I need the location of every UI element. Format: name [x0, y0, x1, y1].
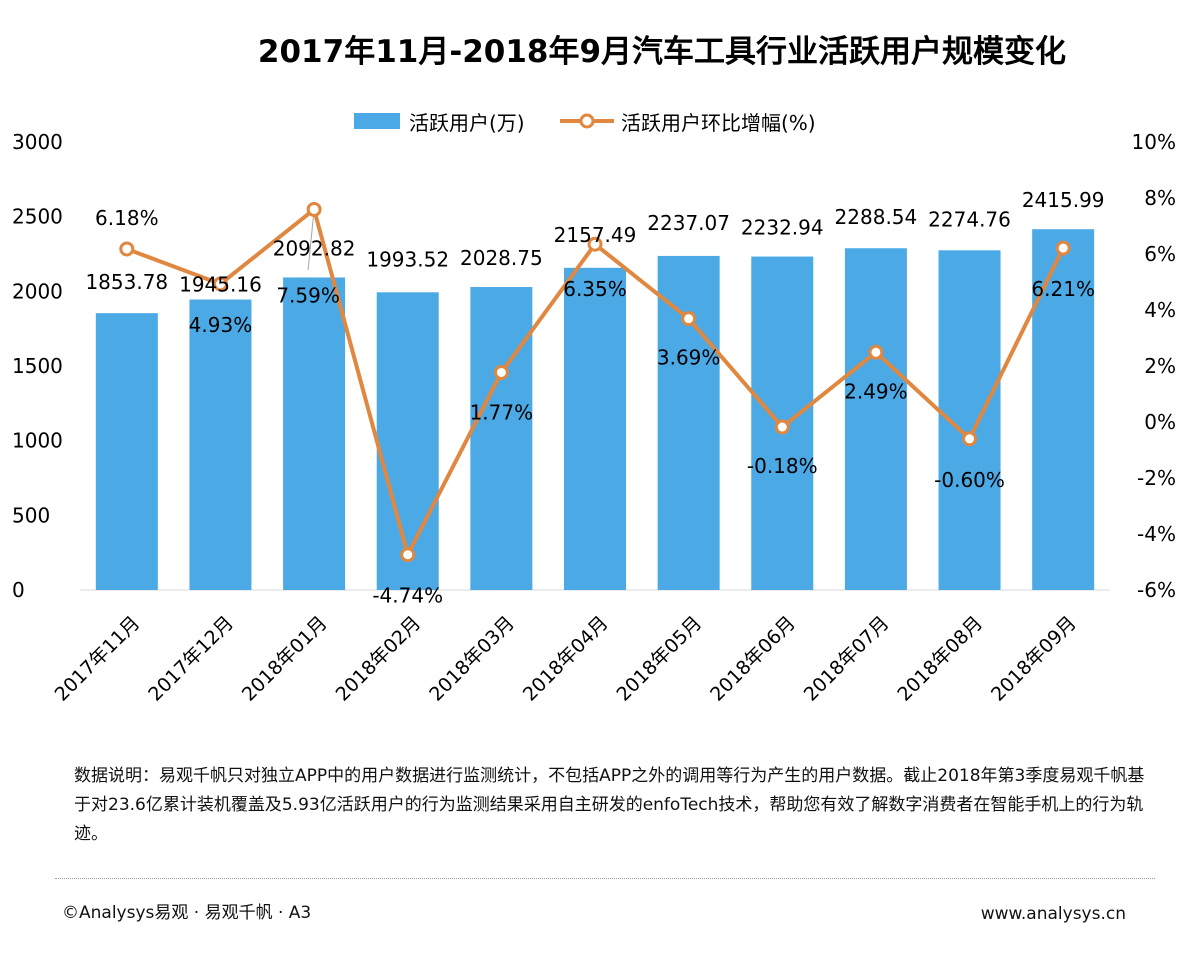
line-point — [868, 344, 884, 360]
bar — [657, 255, 720, 590]
chart-title: 2017年11月-2018年9月汽车工具行业活跃用户规模变化 — [258, 34, 1066, 70]
x-tick-label: 2018年04月 — [519, 612, 613, 706]
y-right-tick: 6% — [1144, 242, 1176, 266]
y-right-tick: 0% — [1144, 410, 1176, 434]
x-tick-label: 2018年05月 — [612, 612, 706, 706]
label-leader-line — [307, 209, 315, 271]
legend-bar-swatch — [354, 113, 400, 129]
y-left-tick: 2000 — [12, 279, 63, 303]
growth-value-label: -0.18% — [747, 454, 818, 478]
x-tick-label: 2018年09月 — [987, 612, 1081, 706]
bar-value-label: 1945.16 — [179, 273, 262, 297]
y-right-tick: 2% — [1144, 354, 1176, 378]
bar-value-label: 2092.82 — [273, 236, 356, 260]
line-point — [400, 547, 416, 563]
y-right-tick: -4% — [1137, 522, 1176, 546]
bar — [95, 313, 158, 590]
bar-value-label: 1993.52 — [366, 247, 449, 271]
y-left-tick: 0 — [12, 578, 25, 602]
legend-line-marker — [579, 113, 595, 129]
bar — [470, 287, 533, 590]
legend-line-label: 活跃用户环比增幅(%) — [621, 111, 816, 135]
bar-value-label: 1853.78 — [85, 270, 168, 294]
website-link[interactable]: www.analysys.cn — [980, 904, 1126, 924]
x-tick-label: 2018年01月 — [238, 612, 332, 706]
y-right-tick: 10% — [1132, 130, 1176, 154]
bar — [564, 267, 626, 590]
line-point — [587, 236, 603, 252]
line-point — [774, 419, 790, 435]
y-left-tick: 1500 — [12, 354, 63, 378]
bar-value-label: 2232.94 — [741, 216, 824, 240]
bar — [844, 248, 907, 590]
legend: 活跃用户(万) 活跃用户环比增幅(%) — [354, 111, 816, 135]
copyright-text: ©Analysys易观 · 易观千帆 · A3 — [62, 903, 312, 923]
x-tick-label: 2018年07月 — [800, 612, 894, 706]
bar-value-label: 2415.99 — [1022, 188, 1105, 212]
y-left-tick: 3000 — [12, 130, 63, 154]
y-right-tick: -6% — [1137, 578, 1176, 602]
growth-value-label: 7.59% — [276, 283, 340, 307]
y-right-tick: -2% — [1137, 466, 1176, 490]
bar-value-label: 2028.75 — [460, 246, 543, 270]
x-tick-label: 2018年03月 — [425, 612, 519, 706]
footer-divider — [55, 878, 1155, 879]
y-left-tick: 500 — [12, 503, 50, 527]
x-tick-label: 2018年08月 — [893, 612, 987, 706]
x-tick-label: 2018年02月 — [332, 612, 426, 706]
line-point — [962, 431, 978, 447]
growth-value-label: 2.49% — [844, 379, 908, 403]
plot-area: 0 500 1000 1500 2000 2500 3000 -6% -4% -2% 0% 2% 4% 6… — [12, 130, 1176, 706]
growth-value-label: 4.93% — [189, 313, 253, 337]
x-tick-label: 2017年12月 — [144, 612, 238, 706]
y-left-tick: 2500 — [12, 205, 63, 229]
growth-value-label: -0.60% — [934, 468, 1005, 492]
data-note: 数据说明：易观千帆只对独立APP中的用户数据进行监测统计，不包括APP之外的调用… — [74, 766, 1145, 844]
line-point — [306, 201, 322, 217]
bar-value-label: 2274.76 — [928, 207, 1011, 231]
growth-value-label: 1.77% — [470, 400, 534, 424]
line-point — [681, 311, 697, 327]
y-right-tick: 8% — [1144, 186, 1176, 210]
bar-value-label: 2288.54 — [835, 205, 918, 229]
bar — [376, 292, 439, 590]
line-point — [493, 364, 509, 380]
x-tick-label: 2017年11月 — [51, 612, 145, 706]
x-tick-label: 2018年06月 — [706, 612, 800, 706]
line-point — [119, 241, 135, 257]
line-point — [212, 276, 228, 292]
growth-value-label: -4.74% — [372, 584, 443, 608]
growth-value-label: 3.69% — [657, 346, 721, 370]
bar — [189, 299, 252, 590]
bar-value-label: 2237.07 — [647, 211, 730, 235]
legend-bar-label: 活跃用户(万) — [409, 111, 525, 135]
line-point — [1055, 240, 1071, 256]
y-left-tick: 1000 — [12, 429, 63, 453]
growth-value-label: 6.18% — [95, 206, 159, 230]
bar-value-label: 2157.49 — [554, 223, 637, 247]
growth-value-label: 6.35% — [563, 277, 627, 301]
bar — [283, 277, 346, 590]
growth-value-label: 6.21% — [1031, 277, 1095, 301]
y-right-tick: 4% — [1144, 298, 1176, 322]
